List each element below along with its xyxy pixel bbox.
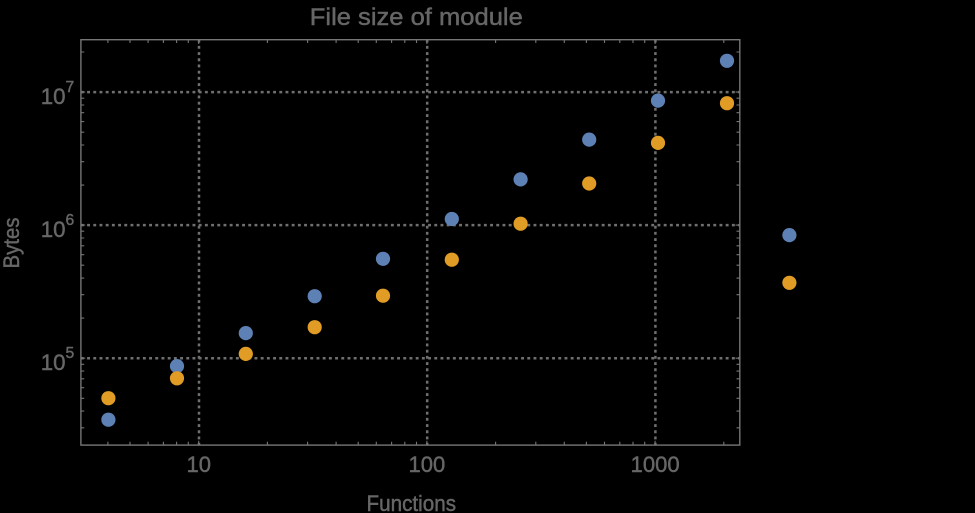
svg-text:100: 100 xyxy=(409,452,446,477)
svg-text:1000: 1000 xyxy=(631,452,680,477)
svg-text:107: 107 xyxy=(41,79,75,109)
svg-text:File size of module: File size of module xyxy=(310,4,523,31)
svg-text:Bytes: Bytes xyxy=(0,218,24,269)
svg-text:106: 106 xyxy=(41,212,75,242)
svg-text:Functions: Functions xyxy=(367,491,457,513)
svg-text:105: 105 xyxy=(41,345,75,375)
svg-text:10: 10 xyxy=(186,452,210,477)
